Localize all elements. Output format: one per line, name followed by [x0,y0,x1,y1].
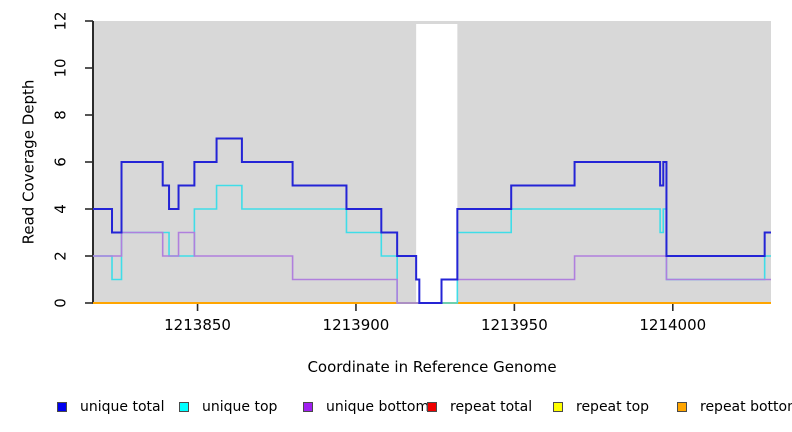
x-tick-label: 1213900 [322,316,390,334]
legend-item-unique-total: unique total [57,399,164,415]
legend-item-repeat-total: repeat total [427,399,532,415]
y-tick-label: 0 [51,298,70,308]
y-tick-label: 10 [51,58,70,78]
series-unique-top [93,184,771,304]
legend-item-repeat-bottom: repeat bottom [677,399,792,415]
no-data-region [416,24,458,303]
x-tick-label: 1213950 [480,316,548,334]
y-tick-label: 12 [51,11,70,31]
legend-label: repeat bottom [700,399,792,415]
legend-label: repeat total [450,399,533,415]
legend-item-unique-bottom: unique bottom [303,399,429,415]
legend-label: unique top [202,399,278,415]
y-tick-label: 8 [51,110,70,120]
x-tick-label: 1214000 [639,316,707,334]
legend-swatch-repeat-bottom [677,402,687,412]
y-tick-label: 6 [51,157,70,167]
y-tick-label: 2 [51,251,70,261]
series-unique-total [93,137,771,304]
series-unique-bottom [93,231,771,304]
x-tick-label: 1213850 [164,316,231,334]
legend-swatch-unique-top [179,402,189,412]
legend-swatch-unique-bottom [303,402,313,412]
y-axis-title: Read Coverage Depth [19,79,38,245]
legend-item-unique-top: unique top [179,399,277,415]
legend-item-repeat-top: repeat top [553,399,649,415]
legend-label: unique bottom [326,399,430,415]
legend-label: unique total [80,399,165,415]
legend-label: repeat top [576,399,650,415]
y-tick-label: 4 [51,204,70,214]
x-axis-title: Coordinate in Reference Genome [307,358,557,376]
legend-swatch-repeat-top [553,402,563,412]
legend-swatch-repeat-total [427,402,437,412]
legend-swatch-unique-total [57,402,67,412]
